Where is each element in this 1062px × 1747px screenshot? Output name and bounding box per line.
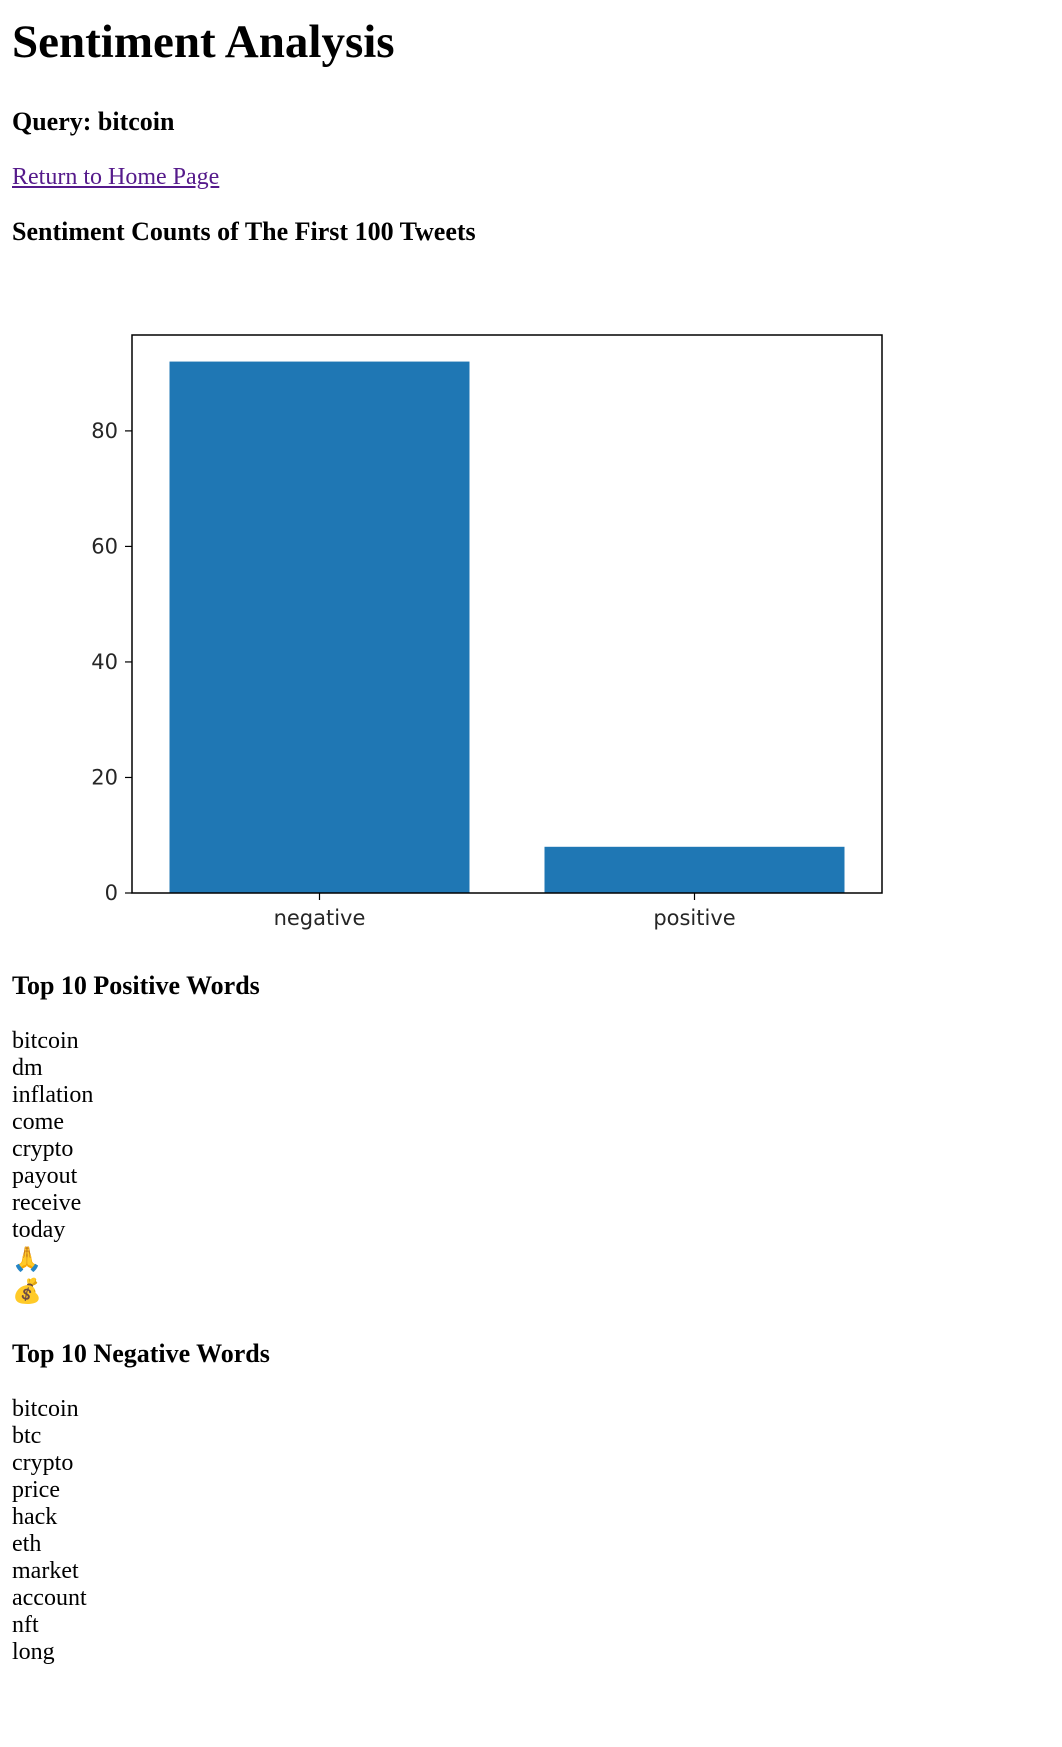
negative-word-item: btc [12,1423,42,1449]
sentiment-counts-heading: Sentiment Counts of The First 100 Tweets [12,217,476,246]
sentiment-bar-chart: negative positive 0 20 40 60 80 [0,330,960,970]
positive-word-item: come [12,1109,64,1135]
negative-word-item: market [12,1558,79,1584]
negative-words-list: bitcoin btc crypto price hack eth market accoun… [12,1396,1050,1666]
page-title: Sentiment Analysis [12,16,395,68]
positive-word-item: today [12,1217,66,1243]
bar-negative [169,361,470,894]
positive-word-item: payout [12,1163,78,1189]
chart-svg: negative positive 0 20 40 60 80 [91,334,883,930]
positive-word-item: dm [12,1055,43,1081]
negative-word-item: eth [12,1531,42,1557]
negative-words-heading: Top 10 Negative Words [12,1339,270,1368]
negative-word-item: nft [12,1612,39,1638]
y-tick-label: 80 [91,419,118,443]
query-heading: Query: bitcoin [12,107,175,136]
positive-word-item: bitcoin [12,1028,79,1054]
positive-word-item: 💰 [12,1279,42,1305]
y-tick-label: 60 [91,534,118,558]
negative-word-item: hack [12,1504,58,1530]
x-tick-label: negative [274,906,366,930]
negative-word-item: bitcoin [12,1396,79,1422]
plot-frame [131,334,883,894]
positive-words-heading: Top 10 Positive Words [12,971,260,1000]
positive-word-item: inflation [12,1082,94,1108]
positive-word-item: receive [12,1190,82,1216]
y-tick-label: 40 [91,650,118,674]
positive-word-item: crypto [12,1136,74,1162]
positive-words-list: bitcoin dm inflation come crypto payout receiv… [12,1028,1050,1308]
positive-word-item: 🙏 [12,1247,42,1273]
negative-word-item: crypto [12,1450,74,1476]
page-container: Sentiment Analysis Query: bitcoin Return… [0,14,1062,1666]
negative-word-item: account [12,1585,87,1611]
negative-word-item: price [12,1477,60,1503]
x-tick-label: positive [653,906,735,930]
return-home-link[interactable]: Return to Home Page [12,164,220,190]
y-tick-label: 20 [91,765,118,789]
y-tick-label: 0 [105,881,118,905]
negative-word-item: long [12,1639,55,1665]
bar-positive [544,846,845,893]
